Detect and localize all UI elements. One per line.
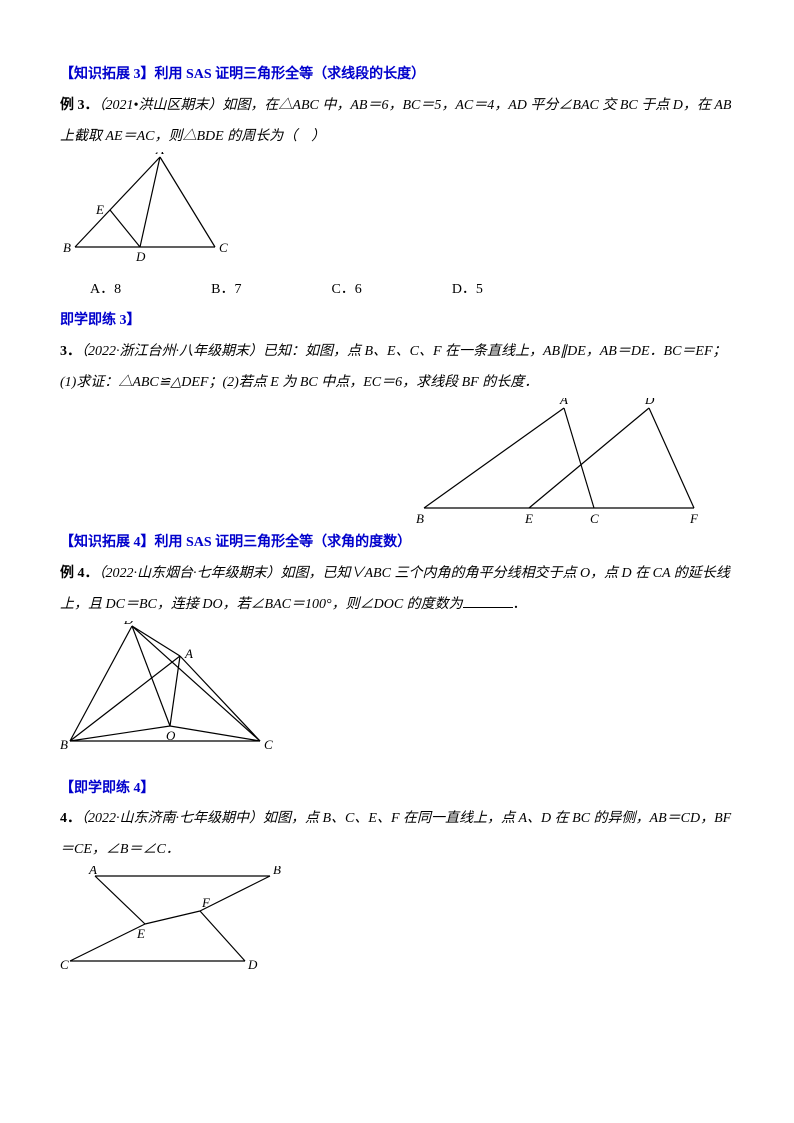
svg-text:C: C	[60, 957, 69, 972]
practice-3: 3．（2022·浙江台州·八年级期末）已知：如图，点 B、E、C、F 在一条直线…	[60, 337, 734, 399]
figure-1: A B C D E	[60, 152, 734, 275]
svg-text:B: B	[63, 240, 71, 255]
svg-text:C: C	[590, 511, 599, 526]
choice-c: C．6	[331, 275, 361, 306]
svg-text:D: D	[123, 621, 134, 627]
practice-4: 4．（2022·山东济南·七年级期中）如图，点 B、C、E、F 在同一直线上，点…	[60, 804, 734, 866]
ex3-label: 例 3．	[60, 98, 99, 113]
section-heading-4: 【知识拓展 4】利用 SAS 证明三角形全等（求角的度数）	[60, 528, 734, 559]
svg-text:A: A	[184, 646, 193, 661]
example-4: 例 4．（2022·山东烟台·七年级期末）如图，已知∨ABC 三个内角的角平分线…	[60, 559, 734, 621]
p3-text: （2022·浙江台州·八年级期末）已知：如图，点 B、E、C、F 在一条直线上，…	[60, 344, 727, 390]
ex4-label: 例 4．	[60, 566, 99, 581]
svg-text:D: D	[247, 957, 258, 972]
svg-text:F: F	[689, 511, 699, 526]
svg-text:D: D	[644, 398, 655, 407]
svg-text:B: B	[416, 511, 424, 526]
choice-b: B．7	[211, 275, 241, 306]
p4-label: 4．	[60, 811, 81, 826]
svg-text:E: E	[524, 511, 533, 526]
ex4-text-b: ．	[513, 597, 527, 612]
svg-text:A: A	[155, 152, 164, 157]
figure-2: A D B E C F	[414, 398, 714, 528]
practice-3-label: 即学即练 3】	[60, 306, 734, 337]
p3-label: 3．	[60, 344, 81, 359]
fill-blank	[463, 593, 513, 608]
section-heading-3: 【知识拓展 3】利用 SAS 证明三角形全等（求线段的长度）	[60, 60, 734, 91]
svg-text:C: C	[219, 240, 228, 255]
svg-text:E: E	[136, 926, 145, 941]
choice-a: A．8	[90, 275, 121, 306]
svg-text:E: E	[95, 202, 104, 217]
ex3-text: （2021•洪山区期末）如图，在△ABC 中，AB＝6，BC＝5，AC＝4，AD…	[60, 98, 731, 144]
svg-text:D: D	[135, 249, 146, 262]
figure-4: A B C D E F	[60, 866, 734, 989]
svg-text:F: F	[201, 895, 211, 910]
choice-d: D．5	[452, 275, 483, 306]
practice-4-label: 【即学即练 4】	[60, 774, 734, 805]
svg-text:B: B	[273, 866, 281, 877]
svg-text:B: B	[60, 737, 68, 752]
svg-text:A: A	[559, 398, 568, 407]
example-3: 例 3．（2021•洪山区期末）如图，在△ABC 中，AB＝6，BC＝5，AC＝…	[60, 91, 734, 153]
svg-text:O: O	[166, 728, 176, 743]
svg-text:C: C	[264, 737, 273, 752]
choices: A．8 B．7 C．6 D．5	[60, 275, 734, 306]
p4-text: （2022·山东济南·七年级期中）如图，点 B、C、E、F 在同一直线上，点 A…	[60, 811, 731, 857]
svg-text:A: A	[88, 866, 97, 877]
figure-2-wrap: A D B E C F	[60, 398, 734, 528]
figure-3: A B C D O	[60, 621, 734, 774]
ex4-text-a: （2022·山东烟台·七年级期末）如图，已知∨ABC 三个内角的角平分线相交于点…	[60, 566, 730, 612]
